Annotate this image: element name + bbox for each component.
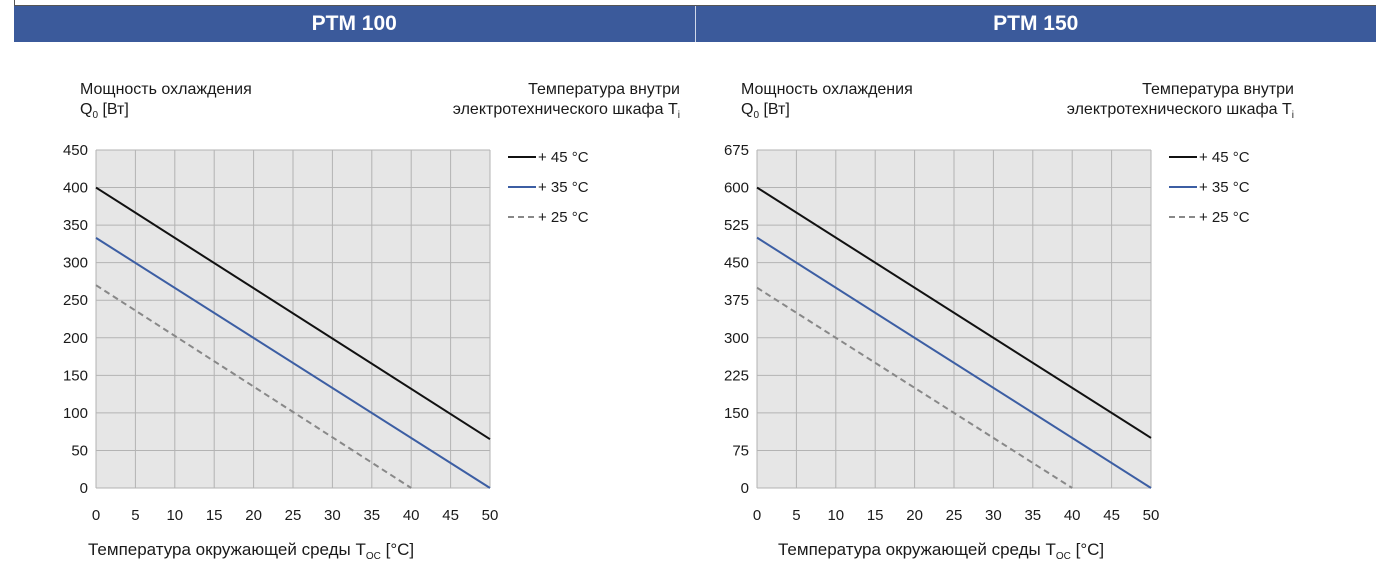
legend-label: + 35 °C: [538, 179, 589, 196]
legend-title: Температура внутри электротехнического ш…: [1067, 80, 1294, 126]
legend-title-sub: i: [1291, 110, 1294, 121]
legend-title: Температура внутри электротехнического ш…: [453, 80, 680, 126]
legend-label: + 45 °C: [538, 149, 589, 166]
x-tick-label: 20: [906, 507, 923, 524]
y-tick-label: 50: [71, 442, 88, 459]
y-axis-label-q-sub: 0: [753, 110, 760, 121]
x-tick-label: 45: [1103, 507, 1120, 524]
y-tick-label: 250: [63, 292, 88, 309]
y-tick-label: 525: [724, 217, 749, 234]
x-axis-label-sub: OC: [365, 551, 381, 562]
y-axis-label-q: Q: [741, 101, 754, 118]
legend-label: + 35 °C: [1199, 179, 1250, 196]
x-tick-label: 5: [792, 507, 800, 524]
legend-label: + 25 °C: [538, 209, 589, 226]
x-axis-label-sub: OC: [1055, 551, 1071, 562]
series-line: [95, 186, 491, 441]
y-tick-label: 0: [741, 480, 749, 497]
chart-panel-ptm100: Мощность охлаждения Q0 [Вт] Температура …: [63, 80, 720, 567]
legend-title-line2: электротехнического шкафа T: [1066, 101, 1292, 118]
x-tick-label: 0: [753, 507, 761, 524]
series-line: [95, 237, 491, 489]
series-line: [95, 284, 412, 489]
header-divider: [694, 6, 696, 42]
y-tick-label: 225: [724, 367, 749, 384]
y-tick-label: 400: [63, 180, 88, 197]
chart-panel-ptm150: Мощность охлаждения Q0 [Вт] Температура …: [724, 80, 1376, 567]
x-tick-label: 0: [92, 507, 100, 524]
x-tick-label: 50: [482, 507, 499, 524]
x-tick-label: 15: [206, 507, 223, 524]
header-ptm150: PTM 150: [993, 12, 1079, 35]
y-axis-label-line1: Мощность охлаждения: [741, 81, 913, 98]
x-tick-label: 40: [1064, 507, 1081, 524]
x-tick-label: 25: [946, 507, 963, 524]
y-axis-label-q-sub: 0: [92, 110, 99, 121]
y-tick-label: 150: [63, 367, 88, 384]
y-tick-label: 300: [724, 330, 749, 347]
y-tick-label: 450: [724, 255, 749, 272]
legend-label: + 45 °C: [1199, 149, 1250, 166]
legend-label: + 25 °C: [1199, 209, 1250, 226]
y-axis-label: Мощность охлаждения Q0 [Вт]: [80, 80, 252, 126]
y-axis-label-line1: Мощность охлаждения: [80, 81, 252, 98]
x-axis-label: Температура окружающей среды TOC [°C]: [88, 540, 414, 562]
legend-title-line1: Температура внутри: [528, 81, 680, 98]
legend-title-sub: i: [677, 110, 680, 121]
x-tick-label: 10: [827, 507, 844, 524]
header-ptm100: PTM 100: [311, 12, 397, 35]
legend-title-line1: Температура внутри: [1142, 81, 1294, 98]
y-tick-label: 600: [724, 180, 749, 197]
y-tick-label: 150: [724, 405, 749, 422]
x-tick-label: 15: [867, 507, 884, 524]
y-tick-label: 300: [63, 255, 88, 272]
chart-svg-ptm150: 0 5 10 15 20 25 30 35 40 45 50 0 75 150 225 300 375 450 52…: [724, 142, 1250, 524]
x-tick-label: 5: [131, 507, 139, 524]
y-axis-label-unit: [Вт]: [98, 101, 129, 118]
series-line: [756, 236, 1152, 489]
x-tick-label: 40: [403, 507, 420, 524]
x-tick-label: 35: [363, 507, 380, 524]
y-tick-label: 100: [63, 405, 88, 422]
x-axis-label-main: Температура окружающей среды T: [778, 540, 1056, 559]
x-axis-label-unit: [°C]: [1070, 540, 1105, 559]
top-border: [14, 0, 1376, 6]
chart-svg-ptm100: 0 5 10 15 20 25 30 35 40 45 50 0 50 100 150 200 250 300 35…: [63, 142, 589, 524]
y-tick-label: 75: [732, 442, 749, 459]
y-tick-label: 675: [724, 142, 749, 159]
x-tick-label: 10: [166, 507, 183, 524]
x-tick-label: 25: [285, 507, 302, 524]
x-tick-label: 35: [1024, 507, 1041, 524]
y-tick-label: 350: [63, 217, 88, 234]
x-tick-label: 45: [442, 507, 459, 524]
x-tick-label: 30: [985, 507, 1002, 524]
x-tick-label: 20: [245, 507, 262, 524]
y-tick-label: 200: [63, 330, 88, 347]
x-axis-label: Температура окружающей среды TOC [°C]: [778, 540, 1104, 562]
series-line: [756, 186, 1152, 439]
x-axis-label-unit: [°C]: [380, 540, 415, 559]
y-tick-label: 375: [724, 292, 749, 309]
legend-title-line2: электротехнического шкафа T: [452, 101, 678, 118]
x-axis-label-main: Температура окружающей среды T: [88, 540, 366, 559]
y-tick-label: 450: [63, 142, 88, 159]
y-tick-label: 0: [80, 480, 88, 497]
y-axis-label-q: Q: [80, 101, 93, 118]
x-tick-label: 30: [324, 507, 341, 524]
series-line: [756, 286, 1073, 489]
y-axis-label-unit: [Вт]: [759, 101, 790, 118]
y-axis-label: Мощность охлаждения Q0 [Вт]: [741, 80, 913, 126]
header-bar: PTM 100 PTM 150: [14, 6, 1376, 42]
x-tick-label: 50: [1143, 507, 1160, 524]
